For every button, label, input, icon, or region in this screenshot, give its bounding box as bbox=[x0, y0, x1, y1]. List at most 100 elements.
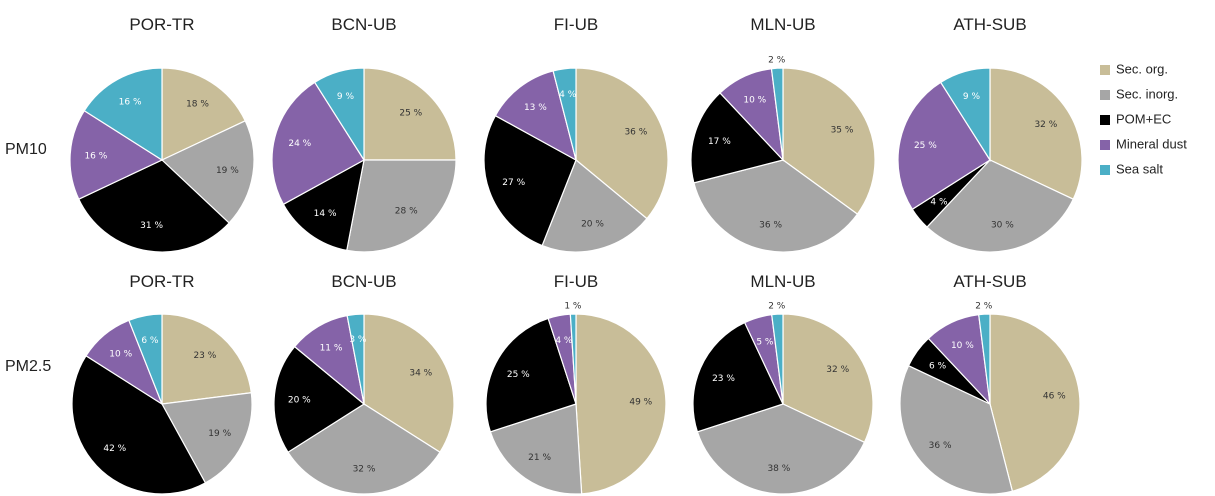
pie-slice bbox=[989, 67, 1083, 200]
pie-title: FI-UB bbox=[554, 15, 598, 34]
slice-label: 4 % bbox=[555, 336, 573, 346]
pie-slice bbox=[782, 67, 876, 215]
legend-swatch bbox=[1100, 65, 1110, 75]
slice-label: 16 % bbox=[119, 98, 142, 108]
slice-label: 25 % bbox=[507, 370, 530, 380]
pie-slice bbox=[693, 159, 859, 253]
slice-label: 25 % bbox=[399, 109, 422, 119]
legend-swatch bbox=[1100, 90, 1110, 100]
pie-title: MLN-UB bbox=[750, 272, 815, 291]
legend-item: Sec. inorg. bbox=[1100, 86, 1178, 101]
pie-slice bbox=[489, 403, 583, 495]
pie-slice bbox=[696, 403, 866, 495]
legend-swatch bbox=[1100, 140, 1110, 150]
slice-label: 20 % bbox=[288, 395, 311, 405]
pie-mln-ub: MLN-UB 32 % 38 % 23 % 5 % 2 % bbox=[692, 272, 874, 495]
legend: Sec. org. Sec. inorg. POM+EC Mineral dust Se… bbox=[1100, 61, 1187, 176]
pie-fi-ub: FI-UB 36 % 20 % 27 % 13 % 4 % bbox=[483, 15, 669, 253]
slice-label: 20 % bbox=[581, 220, 604, 230]
slice-label: 27 % bbox=[502, 178, 525, 188]
pie-title: BCN-UB bbox=[331, 15, 396, 34]
slice-label: 30 % bbox=[991, 221, 1014, 231]
legend-swatch bbox=[1100, 165, 1110, 175]
legend-item: POM+EC bbox=[1100, 111, 1171, 126]
slice-label: 36 % bbox=[759, 221, 782, 231]
pie-slice bbox=[541, 159, 648, 253]
pie-slice bbox=[346, 159, 457, 253]
slice-label: 4 % bbox=[930, 198, 948, 208]
pie-slice bbox=[552, 67, 577, 161]
slice-label: 6 % bbox=[929, 361, 947, 371]
pie-slice bbox=[273, 345, 366, 454]
pie-slice bbox=[346, 313, 365, 405]
pie-slice bbox=[899, 364, 1014, 495]
slice-label: 4 % bbox=[559, 90, 577, 100]
pies-layer: PM10 POR-TR 18 % 19 % 31 % 16 % 16 % BCN-UB 25 %… bbox=[5, 15, 1083, 495]
pie-row-pm10: PM10 POR-TR 18 % 19 % 31 % 16 % 16 % BCN-UB 25 %… bbox=[5, 15, 1083, 253]
pie-slice bbox=[569, 313, 577, 405]
slice-label: 2 % bbox=[768, 56, 786, 66]
slice-label: 28 % bbox=[395, 207, 418, 217]
slice-label: 10 % bbox=[109, 350, 132, 360]
pie-mln-ub: MLN-UB 35 % 36 % 17 % 10 % 2 % bbox=[690, 15, 876, 253]
pie-slice bbox=[83, 67, 163, 162]
slice-label: 16 % bbox=[84, 151, 107, 161]
pie-slice bbox=[692, 321, 784, 433]
pie-slice bbox=[71, 354, 207, 495]
pie-slice bbox=[77, 159, 230, 253]
slice-label: 49 % bbox=[629, 398, 652, 408]
slice-label: 38 % bbox=[767, 464, 790, 474]
pie-slice bbox=[161, 392, 253, 484]
slice-label: 1 % bbox=[564, 302, 582, 312]
pie-slice bbox=[483, 114, 577, 247]
pie-slice bbox=[494, 70, 577, 162]
pie-slice bbox=[128, 313, 163, 405]
slice-label: 2 % bbox=[768, 302, 786, 312]
pie-slice bbox=[160, 120, 255, 224]
slice-label: 31 % bbox=[140, 221, 163, 231]
pie-title: BCN-UB bbox=[331, 272, 396, 291]
pie-slice bbox=[771, 313, 784, 405]
slice-label: 11 % bbox=[320, 344, 343, 354]
pie-slice bbox=[485, 317, 577, 433]
legend-swatch bbox=[1100, 115, 1110, 125]
row-label: PM2.5 bbox=[5, 358, 51, 375]
legend-label: Mineral dust bbox=[1116, 136, 1187, 151]
pie-ath-sub: ATH-SUB 32 % 30 % 4 % 25 % 9 % bbox=[897, 15, 1083, 253]
pie-title: FI-UB bbox=[554, 272, 598, 291]
row-label: PM10 bbox=[5, 141, 47, 158]
pie-slice bbox=[161, 313, 252, 405]
pie-slice bbox=[282, 158, 365, 252]
slice-label: 42 % bbox=[103, 444, 126, 454]
slice-label: 9 % bbox=[963, 92, 981, 102]
slice-label: 19 % bbox=[208, 429, 231, 439]
slice-label: 23 % bbox=[712, 374, 735, 384]
slice-label: 10 % bbox=[743, 96, 766, 106]
slice-label: 14 % bbox=[314, 209, 337, 219]
pie-title: POR-TR bbox=[129, 15, 194, 34]
slice-label: 46 % bbox=[1043, 391, 1066, 401]
slice-label: 36 % bbox=[929, 441, 952, 451]
pie-slice bbox=[782, 313, 874, 444]
slice-label: 36 % bbox=[624, 127, 647, 137]
slice-label: 34 % bbox=[409, 368, 432, 378]
pie-slice bbox=[690, 92, 785, 184]
legend-item: Sec. org. bbox=[1100, 61, 1168, 76]
pie-title: ATH-SUB bbox=[953, 272, 1026, 291]
slice-label: 19 % bbox=[216, 166, 239, 176]
slice-label: 2 % bbox=[975, 302, 993, 312]
pie-bcn-ub: BCN-UB 25 % 28 % 14 % 24 % 9 % bbox=[271, 15, 457, 253]
slice-label: 24 % bbox=[288, 139, 311, 149]
slice-label: 9 % bbox=[337, 92, 355, 102]
pie-por-tr: POR-TR 23 % 19 % 42 % 10 % 6 % bbox=[71, 272, 253, 495]
legend-item: Sea salt bbox=[1100, 161, 1163, 176]
pie-bcn-ub: BCN-UB 34 % 32 % 20 % 11 % 3 % bbox=[273, 272, 455, 495]
pie-slice bbox=[287, 403, 441, 495]
pie-slice bbox=[897, 81, 991, 211]
pie-por-tr: POR-TR 18 % 19 % 31 % 16 % 16 % bbox=[69, 15, 255, 253]
legend-item: Mineral dust bbox=[1100, 136, 1187, 151]
pie-slice bbox=[575, 67, 669, 220]
slice-label: 32 % bbox=[1034, 120, 1057, 130]
pie-title: ATH-SUB bbox=[953, 15, 1026, 34]
